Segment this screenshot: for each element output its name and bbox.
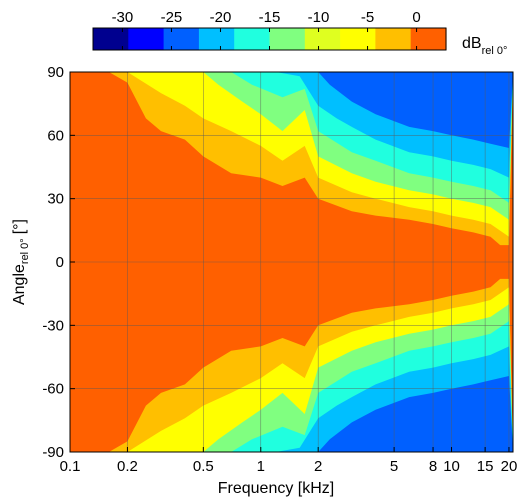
- colorbar-swatch: [234, 28, 271, 50]
- x-axis: 0.1 0.2 0.5 1 2 5 8 10 15 20: [60, 447, 518, 475]
- colorbar-tick-label: -10: [308, 9, 330, 26]
- colorbar-swatch: [410, 28, 447, 50]
- colorbar-swatch: [128, 28, 165, 50]
- colorbar-swatch: [375, 28, 412, 50]
- colorbar-swatch: [304, 28, 341, 50]
- x-tick-label: 5: [390, 458, 398, 475]
- y-tick-label: -90: [42, 444, 64, 461]
- colorbar-label: dBrel 0°: [462, 35, 507, 57]
- y-axis-label-main: Angle: [11, 264, 28, 305]
- colorbar-swatch: [198, 28, 235, 50]
- contour--25db-lower: [70, 376, 513, 452]
- y-axis-label-sub: rel 0°: [19, 238, 31, 264]
- colorbar-swatch: [93, 28, 129, 50]
- y-tick-label: 90: [47, 64, 64, 81]
- y-tick-label: -30: [42, 317, 64, 334]
- y-tick-label: 60: [47, 127, 64, 144]
- y-axis-label-unit: [°]: [11, 219, 28, 234]
- colorbar-tick-label: -15: [259, 9, 281, 26]
- colorbar-label-main: dB: [462, 35, 482, 52]
- colorbar-tick-label: 0: [412, 9, 420, 26]
- colorbar-tick-label: -5: [361, 9, 374, 26]
- colorbar-tick-label: -20: [210, 9, 232, 26]
- x-tick-label: 2: [314, 458, 322, 475]
- y-axis: -90 -60 -30 0 30 60 90: [42, 64, 75, 461]
- colorbar: -30 -25 -20 -15 -10 -5 0 dBrel 0°: [92, 9, 507, 57]
- colorbar-label-sub: rel 0°: [482, 45, 508, 57]
- x-tick-label: 0.5: [193, 458, 214, 475]
- contour--25db-upper: [70, 72, 513, 148]
- y-tick-label: -60: [42, 381, 64, 398]
- x-axis-label: Frequency [kHz]: [218, 480, 334, 497]
- x-tick-label: 1: [257, 458, 265, 475]
- x-tick-label: 8: [429, 458, 437, 475]
- colorbar-swatches: [93, 28, 447, 50]
- x-tick-label: 0.2: [117, 458, 138, 475]
- y-tick-label: 0: [56, 254, 64, 271]
- colorbar-tick-label: -30: [112, 9, 134, 26]
- y-axis-label: Anglerel 0° [°]: [11, 219, 31, 305]
- colorbar-swatch: [269, 28, 306, 50]
- colorbar-swatch: [340, 28, 376, 50]
- x-tick-label: 15: [477, 458, 494, 475]
- colorbar-swatch: [163, 28, 200, 50]
- colorbar-frame: [92, 27, 447, 51]
- colorbar-ticks: -30 -25 -20 -15 -10 -5 0: [112, 9, 421, 50]
- y-tick-label: 30: [47, 191, 64, 208]
- x-tick-label: 10: [443, 458, 460, 475]
- x-tick-label: 20: [501, 458, 518, 475]
- x-tick-label: 0.1: [60, 458, 81, 475]
- colorbar-tick-label: -25: [161, 9, 183, 26]
